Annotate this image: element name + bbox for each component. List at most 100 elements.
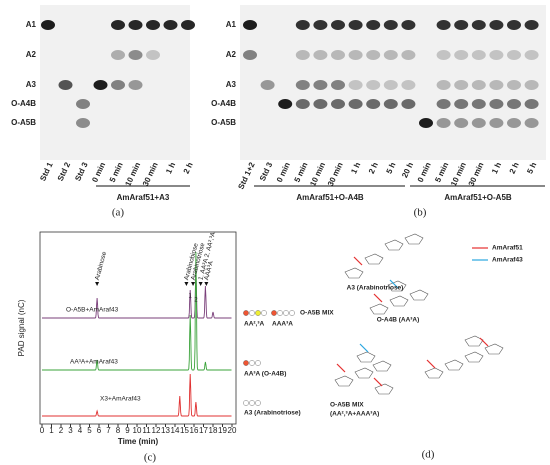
- sugar-icon: [249, 310, 255, 316]
- peak-number: 2: [194, 298, 198, 304]
- tlc-spot: [454, 118, 469, 128]
- x-tick-label: 5: [87, 426, 92, 435]
- tlc-spot: [366, 20, 381, 30]
- x-axis-label: Time (min): [118, 437, 159, 446]
- tlc-spot: [524, 80, 539, 90]
- peak-arrow: [191, 282, 196, 286]
- x-tick-label: 19: [218, 426, 227, 435]
- trace: [42, 271, 232, 319]
- x-tick-label: 3: [68, 426, 73, 435]
- sugar-icon: [249, 400, 255, 406]
- tlc-spot: [111, 20, 125, 30]
- lane-label: 0 min: [90, 161, 107, 184]
- tlc-spot: [471, 99, 486, 109]
- tlc-spot: [348, 20, 363, 30]
- tlc-spot: [401, 20, 416, 30]
- lane-label: 5 min: [108, 161, 125, 184]
- lane-label: Std 3: [258, 160, 275, 182]
- tlc-spot: [489, 80, 504, 90]
- structure-label: O-A4B (AA³A): [377, 317, 420, 324]
- x-tick-label: 8: [116, 426, 121, 435]
- tlc-spot: [454, 50, 469, 60]
- x-tick-label: 18: [209, 426, 218, 435]
- y-axis-label: PAD signal (nC): [17, 299, 26, 356]
- tlc-spot: [295, 50, 310, 60]
- trace: [42, 251, 232, 371]
- tlc-spot: [295, 20, 310, 30]
- sugar-icon: [243, 400, 249, 406]
- tlc-spot: [524, 118, 539, 128]
- x-tick-label: 1: [49, 426, 54, 435]
- legend-label: A3 (Arabinotriose): [244, 410, 301, 417]
- tlc-spot: [489, 118, 504, 128]
- tlc-spot: [401, 80, 416, 90]
- tlc-spot: [348, 99, 363, 109]
- tlc-spot: [436, 80, 451, 90]
- x-tick-label: 14: [171, 426, 180, 435]
- x-tick-label: 6: [97, 426, 102, 435]
- lane-label: 10 min: [449, 161, 468, 188]
- row-label: A2: [226, 50, 237, 59]
- lane-label: 2 h: [182, 161, 195, 175]
- sugar-icon: [289, 310, 295, 316]
- sugar-icon: [255, 400, 261, 406]
- tlc-spot: [58, 80, 73, 90]
- lane-label: 5 min: [293, 161, 310, 184]
- sugar-ring: [356, 351, 376, 363]
- row-label: A1: [226, 20, 237, 29]
- cleavage-arrow: [373, 377, 383, 387]
- tlc-spot: [436, 50, 451, 60]
- peak-arrow: [184, 282, 189, 286]
- tlc-spot: [313, 80, 328, 90]
- row-label: A3: [226, 80, 237, 89]
- tlc-spot: [128, 20, 143, 30]
- lane-label: 10 min: [308, 161, 327, 188]
- trace: [42, 373, 232, 417]
- tlc-spot: [507, 20, 521, 30]
- tlc-spot: [471, 80, 486, 90]
- tlc-spot: [524, 20, 539, 30]
- lane-label: 2 h: [367, 161, 380, 175]
- tlc-spot: [401, 50, 416, 60]
- tlc-spot: [76, 99, 90, 109]
- sugar-icon: [261, 310, 267, 316]
- structure-label: (AA²,³A+AAA³A): [330, 411, 379, 418]
- tlc-spot: [383, 50, 398, 60]
- sugar-icon: [243, 360, 249, 366]
- tlc-spot: [146, 50, 160, 60]
- legend-label: AmAraf43: [492, 257, 523, 264]
- sugar-icon: [255, 310, 261, 316]
- tlc-spot: [489, 99, 504, 109]
- lane-label: Std 1: [38, 160, 55, 182]
- sugar-ring: [464, 351, 484, 363]
- tlc-spot: [489, 20, 504, 30]
- tlc-spot: [507, 80, 521, 90]
- trace-label: AA³A+AmAraf43: [70, 359, 118, 366]
- tlc-spot: [507, 99, 521, 109]
- lane-label: 30 min: [141, 161, 160, 188]
- tlc-spot: [278, 99, 293, 109]
- row-label: O-A5B: [211, 118, 236, 127]
- tlc-spot: [471, 20, 486, 30]
- x-tick-label: 7: [106, 426, 111, 435]
- sugar-ring: [387, 280, 407, 292]
- cleavage-arrow: [336, 363, 346, 373]
- tlc-spot: [76, 118, 90, 128]
- sugar-icon: [249, 360, 255, 366]
- peak-arrow: [204, 282, 209, 286]
- row-label: O-A4B: [11, 99, 36, 108]
- sugar-ring: [369, 303, 389, 315]
- tlc-spot: [471, 118, 486, 128]
- lane-label: 5 h: [525, 161, 538, 175]
- reaction-label: AmAraf51+A3: [117, 193, 170, 202]
- sugar-ring: [374, 383, 394, 395]
- tlc-spot: [507, 118, 521, 128]
- tlc-spot: [111, 50, 125, 60]
- lane-label: 20 h: [400, 161, 415, 179]
- sugar-ring: [364, 253, 384, 265]
- panel-label: (b): [414, 207, 427, 219]
- x-tick-label: 2: [59, 426, 64, 435]
- tlc-spot: [436, 99, 451, 109]
- sugar-ring: [409, 289, 429, 301]
- panel-label: (d): [422, 449, 435, 461]
